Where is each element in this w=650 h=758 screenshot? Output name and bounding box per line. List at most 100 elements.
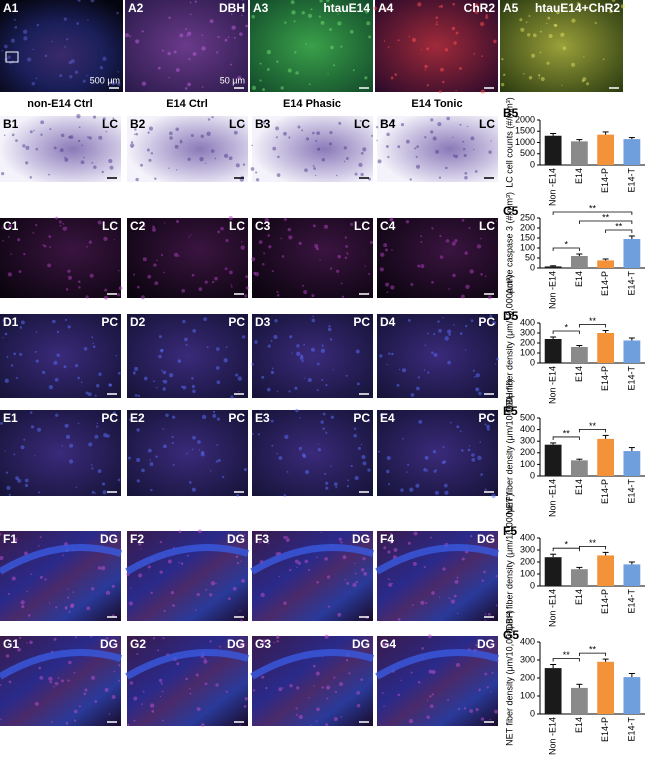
texture bbox=[13, 537, 18, 542]
texture bbox=[169, 131, 173, 136]
texture bbox=[340, 716, 343, 718]
texture bbox=[77, 139, 81, 143]
texture bbox=[271, 367, 274, 370]
texture bbox=[486, 424, 490, 429]
texture bbox=[476, 244, 482, 249]
y-tick-label: 0 bbox=[530, 470, 535, 480]
texture bbox=[343, 146, 347, 150]
texture bbox=[22, 144, 26, 148]
texture bbox=[64, 606, 68, 609]
texture bbox=[36, 427, 42, 432]
texture bbox=[83, 692, 87, 696]
texture bbox=[49, 246, 52, 249]
texture bbox=[312, 164, 315, 167]
x-tick-label: Non -E14 bbox=[548, 271, 558, 309]
texture bbox=[243, 123, 246, 126]
texture bbox=[475, 387, 480, 392]
significance-label: ** bbox=[615, 221, 623, 231]
texture bbox=[501, 58, 504, 61]
texture bbox=[577, 9, 581, 12]
texture bbox=[8, 224, 12, 229]
texture bbox=[421, 647, 424, 650]
texture bbox=[105, 590, 111, 596]
texture bbox=[329, 28, 332, 31]
texture bbox=[213, 410, 216, 413]
x-tick-label: E14-P bbox=[600, 717, 610, 742]
texture bbox=[450, 599, 456, 604]
texture bbox=[238, 229, 241, 231]
texture bbox=[94, 700, 98, 703]
texture bbox=[180, 562, 184, 565]
texture bbox=[389, 532, 392, 535]
texture bbox=[62, 554, 64, 557]
texture bbox=[486, 427, 490, 431]
texture bbox=[473, 148, 475, 151]
panel-label: PC bbox=[101, 315, 118, 329]
texture bbox=[235, 163, 240, 168]
texture bbox=[238, 390, 240, 393]
texture bbox=[428, 669, 433, 674]
texture bbox=[237, 376, 243, 381]
texture bbox=[337, 254, 342, 259]
texture bbox=[34, 350, 37, 353]
texture bbox=[477, 455, 482, 461]
texture bbox=[346, 581, 350, 585]
texture bbox=[294, 559, 299, 564]
texture bbox=[385, 248, 388, 252]
texture bbox=[409, 487, 414, 492]
significance-label: * bbox=[564, 540, 568, 550]
texture bbox=[355, 349, 360, 354]
texture bbox=[276, 390, 279, 393]
texture bbox=[190, 234, 192, 236]
texture bbox=[258, 240, 263, 245]
texture bbox=[159, 540, 162, 544]
texture bbox=[412, 561, 417, 566]
texture bbox=[15, 476, 19, 481]
texture bbox=[420, 240, 423, 243]
texture bbox=[340, 282, 343, 285]
texture bbox=[325, 431, 328, 434]
panel-id: G2 bbox=[130, 637, 146, 651]
significance-bracket bbox=[552, 247, 580, 251]
texture bbox=[423, 467, 427, 472]
texture bbox=[328, 325, 331, 328]
dg-band bbox=[250, 544, 374, 575]
texture bbox=[192, 52, 197, 56]
texture bbox=[318, 15, 322, 18]
texture bbox=[225, 238, 229, 243]
texture bbox=[396, 383, 400, 387]
texture bbox=[194, 0, 197, 3]
panel-id: A5 bbox=[503, 1, 519, 15]
texture bbox=[168, 167, 170, 169]
texture bbox=[198, 287, 203, 292]
texture bbox=[1, 172, 5, 176]
texture bbox=[314, 244, 319, 249]
texture bbox=[503, 73, 506, 77]
texture bbox=[379, 412, 384, 417]
bar bbox=[544, 668, 562, 714]
texture bbox=[225, 346, 228, 349]
texture bbox=[11, 133, 15, 137]
texture bbox=[23, 36, 28, 41]
texture bbox=[397, 39, 400, 42]
texture bbox=[473, 52, 476, 55]
texture bbox=[141, 703, 143, 705]
texture bbox=[148, 158, 152, 162]
texture bbox=[160, 682, 163, 685]
texture bbox=[90, 675, 96, 680]
texture bbox=[377, 450, 380, 453]
bar bbox=[623, 677, 641, 714]
texture bbox=[229, 270, 233, 275]
texture bbox=[362, 147, 367, 152]
texture bbox=[538, 77, 540, 80]
texture bbox=[73, 671, 76, 674]
x-tick-label: E14-T bbox=[626, 589, 636, 614]
texture bbox=[417, 376, 420, 379]
texture bbox=[23, 253, 26, 256]
texture bbox=[488, 646, 492, 650]
texture bbox=[251, 85, 257, 91]
texture bbox=[186, 554, 189, 557]
texture bbox=[367, 419, 371, 423]
texture bbox=[69, 135, 74, 139]
texture bbox=[244, 294, 248, 298]
